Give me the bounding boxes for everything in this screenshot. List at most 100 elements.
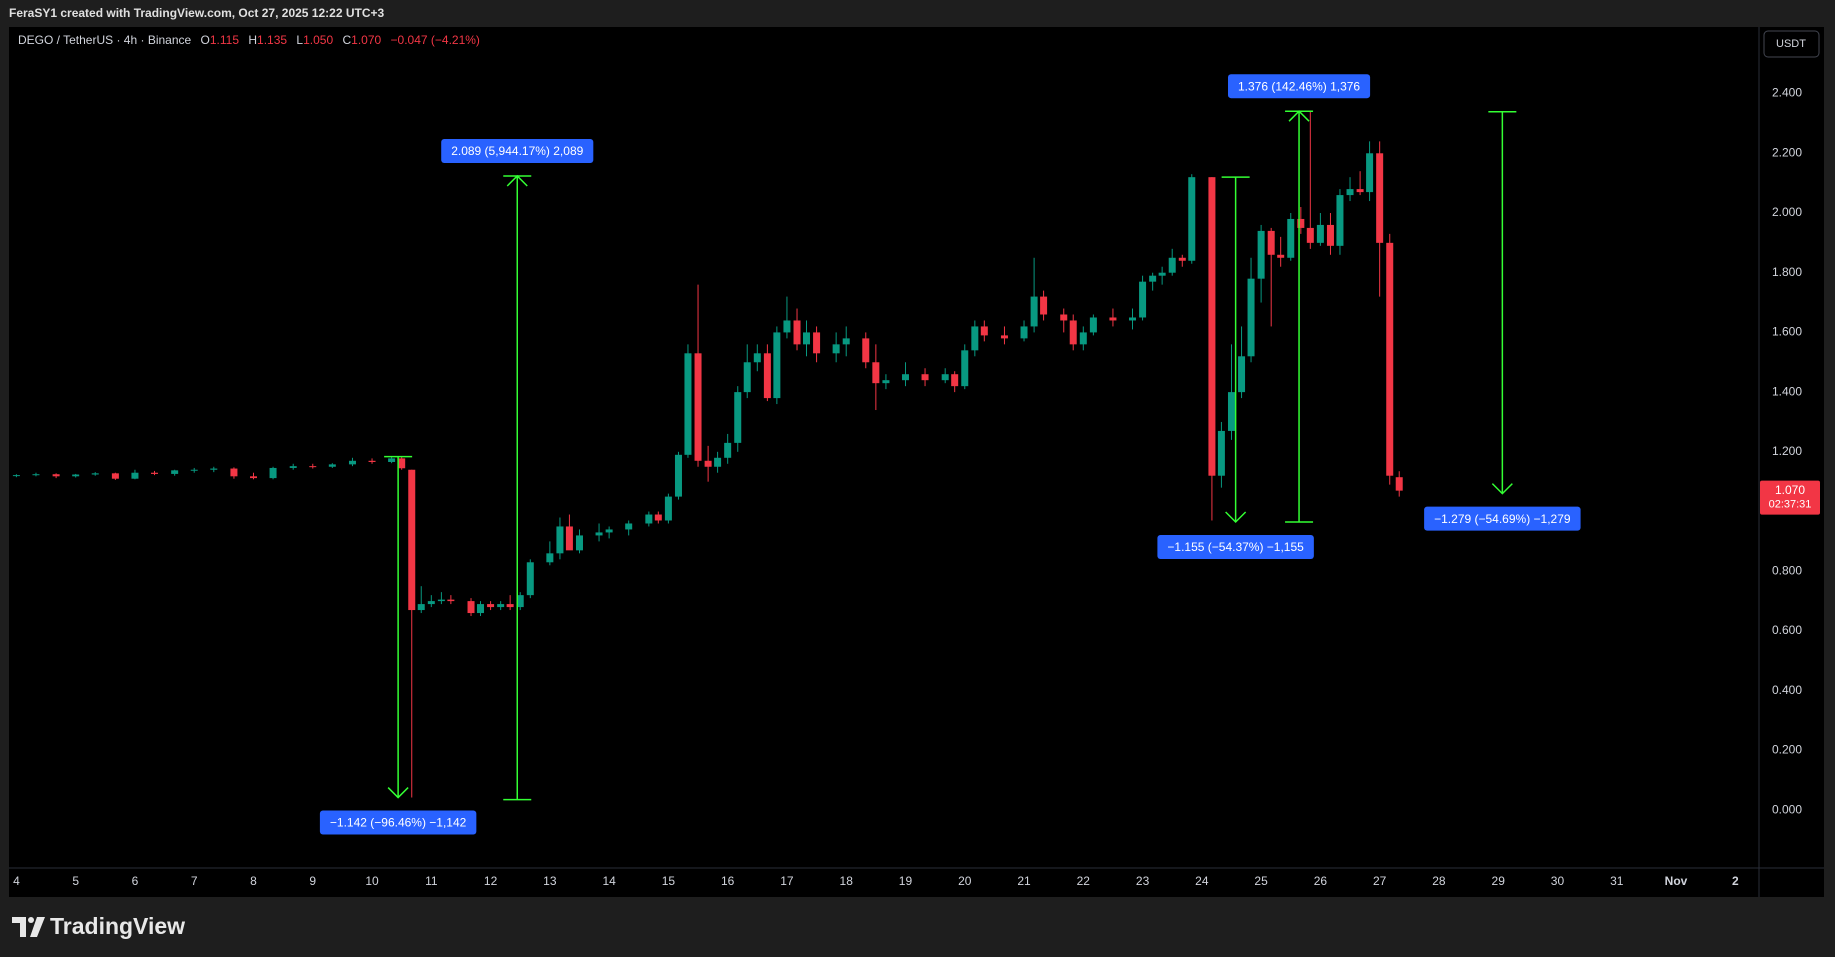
- candle-body: [467, 601, 475, 614]
- measure-arrowhead: [1491, 483, 1513, 495]
- y-tick-label: 1.600: [1772, 325, 1802, 339]
- candle-body: [437, 599, 445, 602]
- candle-body: [724, 442, 732, 458]
- ohlc-key: H: [248, 33, 257, 47]
- candle-body: [72, 474, 80, 477]
- candle-body: [1069, 320, 1077, 345]
- candle-body: [556, 526, 564, 554]
- candle-body: [506, 604, 514, 608]
- candle-body: [1297, 218, 1305, 228]
- candle-body: [1267, 230, 1275, 255]
- x-tick-label: 25: [1254, 874, 1268, 888]
- candle-body: [763, 353, 771, 399]
- candle-body: [1149, 275, 1157, 282]
- countdown: 02:37:31: [1769, 499, 1812, 511]
- candle-body: [961, 350, 969, 387]
- candle-body: [526, 562, 534, 596]
- measure-label: −1.155 (−54.37%) −1,155: [1167, 540, 1304, 554]
- candle-body: [1040, 296, 1048, 315]
- candle-body: [1366, 153, 1374, 193]
- candle-body: [862, 338, 870, 363]
- ohlc-value: 1.070: [351, 33, 381, 47]
- series: [12, 111, 1403, 798]
- x-tick-label: 2: [1732, 874, 1739, 888]
- candle-body: [1257, 230, 1265, 279]
- candle-body: [694, 353, 702, 461]
- candle-body: [1238, 356, 1246, 393]
- x-tick-label: 22: [1077, 874, 1091, 888]
- price-axis: [1759, 27, 1824, 868]
- candle-body: [1247, 278, 1255, 357]
- candle-body: [477, 604, 485, 614]
- candle-body: [654, 514, 662, 521]
- x-tick-label: 12: [484, 874, 498, 888]
- candle-body: [1128, 317, 1136, 321]
- candle-body: [1287, 218, 1295, 258]
- candle-body: [753, 353, 761, 363]
- candle-body: [427, 601, 435, 605]
- candle-body: [348, 460, 356, 465]
- currency-button-label[interactable]: USDT: [1776, 38, 1806, 50]
- measure-label-box: [441, 138, 594, 163]
- y-tick-label: 0.800: [1772, 563, 1802, 577]
- candle-body: [951, 374, 959, 387]
- y-tick-label: 2.400: [1772, 86, 1802, 100]
- candle-body: [368, 460, 376, 462]
- x-tick-label: 29: [1492, 874, 1506, 888]
- x-tick-label: 17: [780, 874, 794, 888]
- x-tick-label: 15: [662, 874, 676, 888]
- candle-body: [1139, 281, 1147, 318]
- candle-body: [565, 526, 573, 551]
- ohlc-key: O: [201, 33, 210, 47]
- candle-body: [447, 599, 455, 602]
- candle-body: [131, 472, 139, 479]
- candle-body: [388, 458, 396, 462]
- candle-body: [1158, 272, 1166, 276]
- candle-body: [1346, 189, 1354, 196]
- measure-arrowhead: [387, 787, 409, 799]
- candle-body: [1277, 254, 1285, 258]
- x-tick-label: 11: [425, 874, 438, 888]
- candle-body: [704, 460, 712, 467]
- candle-body: [664, 496, 672, 521]
- candle-body: [91, 473, 99, 475]
- candle-body: [714, 457, 722, 467]
- candle-body: [575, 535, 583, 551]
- candle-body: [1000, 335, 1008, 339]
- currency-button[interactable]: [1763, 30, 1820, 58]
- candle-body: [1395, 477, 1403, 491]
- ohlc-key: L: [296, 33, 303, 47]
- candle-body: [398, 458, 406, 469]
- x-tick-label: 5: [72, 874, 79, 888]
- y-tick-label: 0.200: [1772, 743, 1802, 757]
- y-tick-label: 0.000: [1772, 802, 1802, 816]
- candle-body: [12, 475, 20, 477]
- candle-body: [1217, 430, 1225, 476]
- candle-body: [882, 380, 890, 384]
- candle-body: [408, 469, 416, 611]
- candle-body: [269, 467, 277, 479]
- candle-body: [921, 374, 929, 381]
- y-tick-label: 1.800: [1772, 265, 1802, 279]
- candle-body: [417, 604, 425, 611]
- candle-body: [487, 604, 495, 608]
- candle-body: [1386, 242, 1394, 476]
- candle-body: [813, 332, 821, 354]
- last-price-label: 1.070: [1775, 483, 1805, 497]
- candle-body: [1306, 227, 1314, 243]
- candle-body: [793, 320, 801, 345]
- candle-body: [190, 469, 198, 471]
- ohlc-key: C: [342, 33, 351, 47]
- y-tick-label: 1.400: [1772, 384, 1802, 398]
- candle-body: [151, 472, 159, 474]
- candle-body: [171, 470, 179, 474]
- x-tick-label: 30: [1551, 874, 1565, 888]
- candle-body: [832, 344, 840, 354]
- measure-label: 1.376 (142.46%) 1,376: [1238, 79, 1360, 93]
- candle-body: [249, 476, 257, 479]
- candle-body: [1089, 317, 1097, 333]
- candle-body: [803, 332, 811, 345]
- x-tick-label: 27: [1373, 874, 1387, 888]
- candle-body: [674, 454, 682, 497]
- candle-body: [783, 320, 791, 333]
